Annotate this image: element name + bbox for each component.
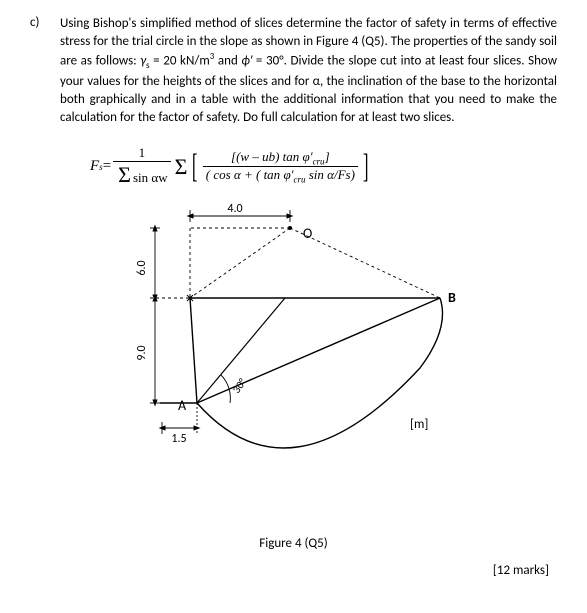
left-bracket: [	[192, 148, 198, 186]
text-and: and	[214, 54, 241, 69]
formula-eq: =	[103, 158, 111, 175]
formula-sigma2: Σ	[175, 154, 188, 180]
angle-arc	[221, 375, 230, 403]
angle-label: 30°	[230, 376, 249, 396]
formula-brackets: [ [(w – ub) tan φ′cru] ( cos α + ( tan φ…	[189, 148, 371, 186]
diagram-container: 4.0 6.0 9.0	[90, 198, 490, 528]
radius-1	[190, 228, 290, 298]
gamma-val: = 20 kN/m	[150, 54, 210, 69]
point-B-label: B	[448, 289, 456, 306]
dim-left-lower-text: 9.0	[135, 346, 149, 361]
question-text: Using Bishop's simplified method of slic…	[60, 15, 557, 127]
frac1-num: 1	[113, 145, 170, 162]
point-A-label: A	[178, 397, 187, 414]
formula-frac1: 1 Σsin αw	[113, 145, 170, 188]
slope-face	[190, 298, 197, 403]
frac2-den: ( cos α + ( tan φ′cru sin α/Fs)	[203, 167, 358, 185]
frac1-sigma: Σ	[118, 162, 131, 187]
question-label: c)	[30, 15, 48, 127]
formula-frac2: [(w – ub) tan φ′cru] ( cos α + ( tan φ′c…	[203, 149, 358, 185]
formula-block: Fs = 1 Σsin αw Σ [ [(w – ub) tan φ′cru] …	[30, 145, 557, 188]
radius-2	[290, 228, 440, 298]
marks-label: [12 marks]	[30, 563, 557, 578]
dim-bottom-left-text: 1.5	[171, 432, 186, 446]
unit-label: [m]	[410, 417, 428, 432]
frac1-den-text: sin αw	[133, 170, 168, 185]
point-O-label: O	[303, 225, 312, 242]
figure-caption: Figure 4 (Q5)	[30, 536, 557, 551]
diagram-svg: 4.0 6.0 9.0	[90, 198, 490, 528]
point-O-dot	[288, 226, 292, 230]
frac2-num: [(w – ub) tan φ′cru]	[203, 149, 358, 168]
right-bracket: ]	[363, 148, 369, 186]
dim-left-upper-text: 6.0	[135, 261, 149, 276]
frac1-den: Σsin αw	[113, 162, 170, 188]
phi-symbol: ϕ′	[241, 54, 252, 69]
dim-top-text: 4.0	[227, 202, 242, 216]
question-block: c) Using Bishop's simplified method of s…	[30, 15, 557, 127]
formula-F: F	[90, 158, 99, 175]
slip-circle-arc	[197, 298, 443, 448]
